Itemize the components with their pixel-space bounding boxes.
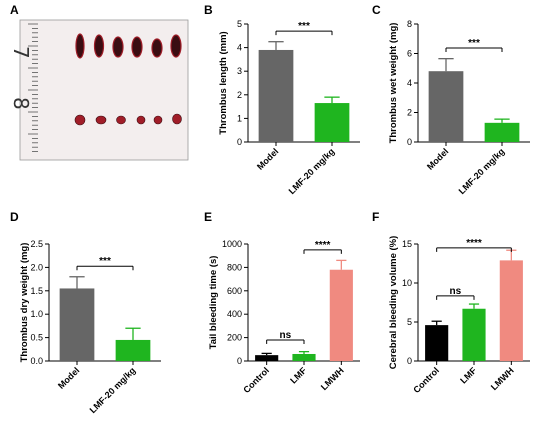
- panel-letter-c: C: [372, 3, 381, 17]
- y-tick-label: 0: [407, 137, 412, 147]
- y-tick-label: 1.5: [30, 286, 43, 296]
- y-axis-label: Thrombus dry weight (mg): [19, 243, 30, 363]
- y-tick-label: 10: [402, 278, 412, 288]
- y-tick-label: 1000: [222, 239, 242, 249]
- y-tick-label: 2.0: [30, 262, 43, 272]
- panel-letter-d: D: [10, 210, 19, 224]
- significance-label: ***: [468, 38, 480, 49]
- category-label: LMF-20 mg/kg: [457, 146, 507, 196]
- y-tick-label: 3: [237, 66, 242, 76]
- significance-label: ***: [298, 21, 310, 32]
- bar: [258, 49, 294, 142]
- y-tick-label: 2: [407, 108, 412, 118]
- bar: [115, 339, 151, 361]
- significance-label: ****: [315, 240, 331, 251]
- y-tick-label: 2: [237, 90, 242, 100]
- chart-b: 0 1 2 3 4 5 Thrombus length (mm) Model LMF-20 mg…: [218, 19, 360, 196]
- category-label: Control: [241, 365, 271, 395]
- y-tick-label: 4: [407, 78, 412, 88]
- ruler-number-7: 7: [9, 46, 33, 59]
- bar: [255, 355, 279, 361]
- y-tick-label: 200: [227, 333, 242, 343]
- panel-letter-f: F: [372, 210, 379, 224]
- thrombus-sample: [172, 113, 182, 125]
- category-label: LMWH: [319, 365, 346, 392]
- thrombus-photo: 7 8: [9, 19, 189, 161]
- panel-letter-e: E: [204, 210, 212, 224]
- y-tick-label: 5: [237, 19, 242, 29]
- thrombus-sample: [112, 36, 124, 58]
- y-tick-label: 400: [227, 309, 242, 319]
- bar: [314, 103, 350, 142]
- bar: [499, 260, 523, 361]
- significance-label: ns: [449, 286, 461, 297]
- category-label: LMF: [458, 365, 479, 386]
- y-tick-label: 600: [227, 286, 242, 296]
- y-tick-label: 15: [402, 239, 412, 249]
- bar: [462, 308, 486, 361]
- y-tick-label: 0: [237, 356, 242, 366]
- bar: [292, 353, 316, 361]
- y-tick-label: 0.0: [30, 356, 43, 366]
- thrombus-sample: [74, 114, 86, 126]
- y-tick-label: 800: [227, 262, 242, 272]
- bar: [329, 269, 353, 361]
- category-label: LMF-20 mg/kg: [287, 146, 337, 196]
- category-label: LMWH: [489, 365, 516, 392]
- y-axis-label: Tail bleeding time (s): [208, 256, 219, 350]
- y-axis-label: Cerebral bleeding volume (%): [388, 236, 399, 370]
- y-tick-label: 1: [237, 113, 242, 123]
- thrombus-sample: [95, 115, 107, 125]
- thrombus-sample: [170, 34, 182, 58]
- ruler: [28, 23, 38, 153]
- y-tick-label: 0: [237, 137, 242, 147]
- thrombus-sample: [136, 115, 146, 125]
- panel-letter-b: B: [204, 3, 213, 17]
- thrombus-sample: [75, 33, 85, 59]
- thrombus-sample: [93, 34, 105, 58]
- ruler-number-8: 8: [9, 97, 33, 110]
- y-tick-label: 4: [237, 43, 242, 53]
- significance-label: ****: [466, 238, 482, 249]
- category-label: Model: [255, 146, 280, 171]
- category-label: Model: [425, 146, 450, 171]
- thrombus-samples: [74, 33, 182, 126]
- y-tick-label: 8: [407, 19, 412, 29]
- significance-label: ns: [279, 330, 291, 341]
- bar: [484, 122, 520, 142]
- thrombus-sample: [153, 115, 163, 125]
- category-label: LMF-20 mg/kg: [88, 365, 138, 415]
- significance-label: ***: [99, 256, 111, 267]
- y-tick-label: 6: [407, 49, 412, 59]
- thrombus-sample: [116, 115, 126, 125]
- chart-c: 0 2 4 6 8 Thrombus wet weight (mg) Model LMF-20…: [388, 19, 530, 196]
- panel-letter-a: A: [10, 3, 19, 17]
- thrombus-sample: [131, 36, 143, 58]
- y-tick-label: 1.0: [30, 309, 43, 319]
- thrombus-sample: [151, 38, 163, 58]
- y-tick-label: 2.5: [30, 239, 43, 249]
- photo-background: [19, 19, 189, 161]
- bar: [59, 288, 95, 361]
- category-label: Model: [56, 365, 81, 390]
- category-label: LMF: [288, 365, 309, 386]
- y-tick-label: 0.5: [30, 333, 43, 343]
- y-axis-label: Thrombus length (mm): [218, 31, 229, 134]
- category-label: Control: [411, 365, 441, 395]
- y-tick-label: 5: [407, 317, 412, 327]
- bar: [428, 71, 464, 142]
- y-tick-label: 0: [407, 356, 412, 366]
- y-axis-label: Thrombus wet weight (mg): [388, 23, 399, 144]
- bar: [425, 325, 449, 361]
